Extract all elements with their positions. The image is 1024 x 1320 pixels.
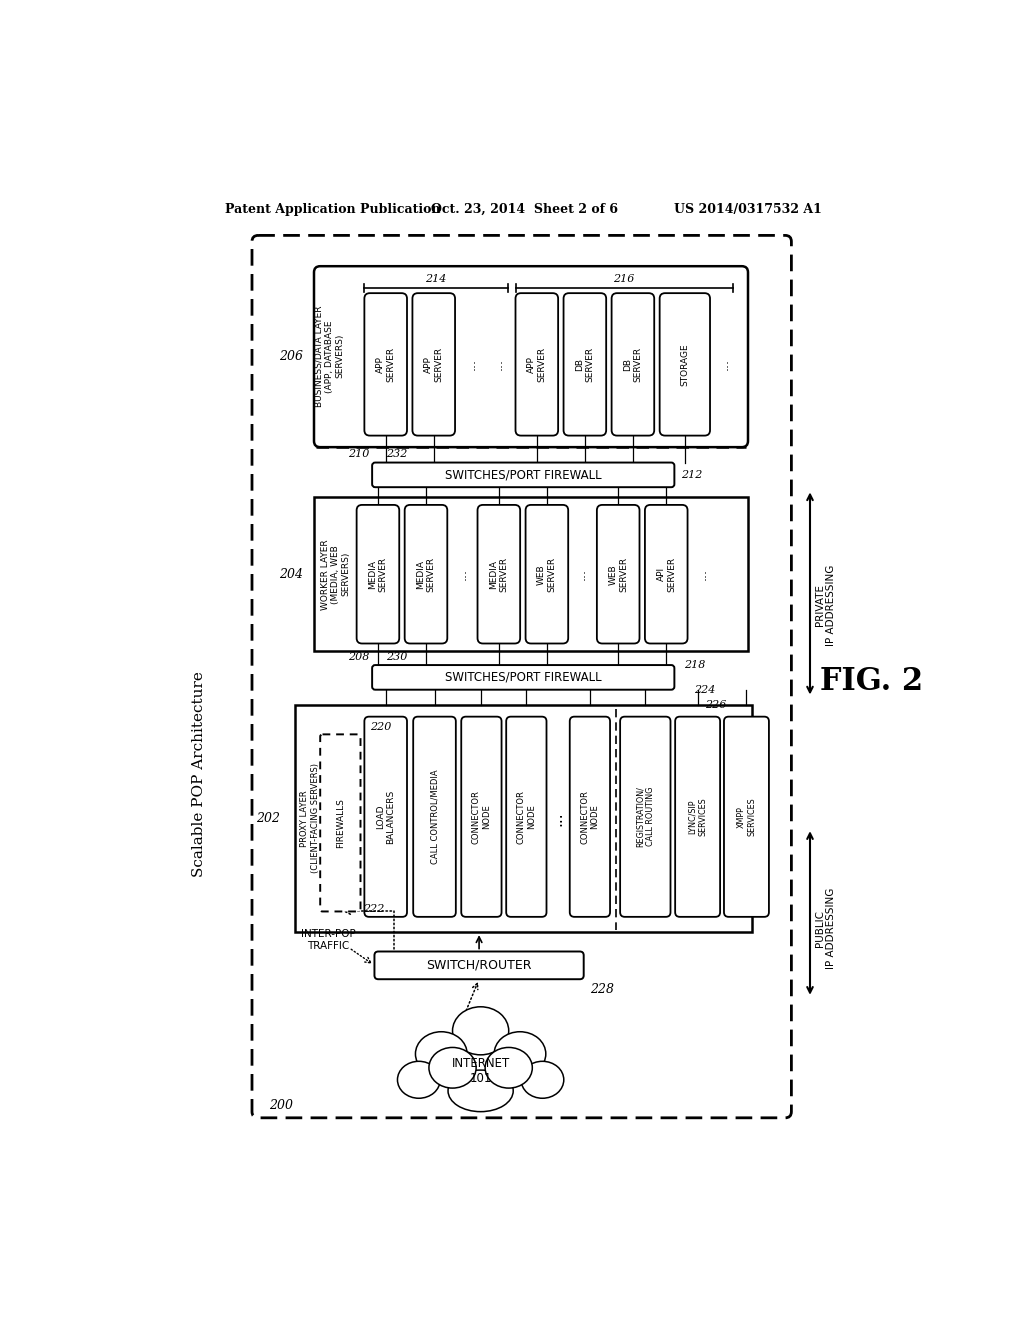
FancyBboxPatch shape	[356, 506, 399, 644]
Text: STORAGE: STORAGE	[680, 343, 689, 385]
Ellipse shape	[449, 1071, 513, 1111]
FancyBboxPatch shape	[515, 293, 558, 436]
Bar	[314, 498, 748, 651]
Text: 202: 202	[256, 812, 280, 825]
FancyBboxPatch shape	[372, 665, 675, 689]
Text: 200: 200	[269, 1100, 293, 1111]
Text: FIG. 2: FIG. 2	[820, 667, 924, 697]
FancyBboxPatch shape	[506, 717, 547, 917]
FancyBboxPatch shape	[375, 952, 584, 979]
Text: 210: 210	[348, 450, 370, 459]
Text: 208: 208	[348, 652, 370, 663]
FancyBboxPatch shape	[724, 717, 769, 917]
Text: INTERNET
101: INTERNET 101	[452, 1057, 510, 1085]
FancyBboxPatch shape	[365, 293, 407, 436]
Ellipse shape	[485, 1048, 532, 1088]
FancyBboxPatch shape	[321, 734, 360, 911]
Ellipse shape	[429, 1048, 476, 1088]
FancyBboxPatch shape	[645, 506, 687, 644]
Text: Scalable POP Architecture: Scalable POP Architecture	[193, 672, 206, 878]
Text: WORKER LAYER
(MEDIA, WEB
SERVERS): WORKER LAYER (MEDIA, WEB SERVERS)	[321, 539, 350, 610]
Text: LOAD
BALANCERS: LOAD BALANCERS	[376, 789, 395, 843]
FancyBboxPatch shape	[525, 506, 568, 644]
FancyBboxPatch shape	[404, 506, 447, 644]
Text: ...: ...	[718, 358, 731, 371]
Ellipse shape	[453, 1007, 509, 1055]
Bar	[295, 705, 752, 932]
Text: PRIVATE
IP ADDRESSING: PRIVATE IP ADDRESSING	[815, 565, 837, 645]
Text: SWITCHES/PORT FIREWALL: SWITCHES/PORT FIREWALL	[445, 671, 601, 684]
FancyBboxPatch shape	[365, 717, 407, 917]
FancyBboxPatch shape	[597, 506, 640, 644]
FancyBboxPatch shape	[461, 717, 502, 917]
Text: WEB
SERVER: WEB SERVER	[538, 557, 557, 591]
Text: API
SERVER: API SERVER	[656, 557, 676, 591]
Text: PUBLIC
IP ADDRESSING: PUBLIC IP ADDRESSING	[815, 888, 837, 969]
Text: ...: ...	[456, 568, 469, 581]
Text: SWITCHES/PORT FIREWALL: SWITCHES/PORT FIREWALL	[445, 469, 601, 482]
Text: PROXY LAYER
(CLIENT-FACING SERVERS): PROXY LAYER (CLIENT-FACING SERVERS)	[300, 763, 319, 874]
Text: US 2014/0317532 A1: US 2014/0317532 A1	[674, 203, 821, 216]
FancyBboxPatch shape	[611, 293, 654, 436]
Text: ...: ...	[695, 568, 709, 581]
Text: DB
SERVER: DB SERVER	[624, 347, 643, 381]
Text: CONNECTOR
NODE: CONNECTOR NODE	[472, 789, 492, 843]
Text: WEB
SERVER: WEB SERVER	[608, 557, 628, 591]
Text: 224: 224	[693, 685, 715, 694]
Text: APP
SERVER: APP SERVER	[376, 347, 395, 381]
FancyBboxPatch shape	[414, 717, 456, 917]
Text: 214: 214	[425, 273, 446, 284]
Text: SWITCH/ROUTER: SWITCH/ROUTER	[426, 958, 531, 972]
FancyBboxPatch shape	[477, 506, 520, 644]
Ellipse shape	[521, 1061, 564, 1098]
Text: 212: 212	[681, 470, 701, 480]
Text: 206: 206	[279, 350, 303, 363]
FancyBboxPatch shape	[314, 267, 748, 447]
Text: 218: 218	[684, 660, 706, 671]
Text: MEDIA
SERVER: MEDIA SERVER	[417, 557, 435, 591]
Text: CALL CONTROL/MEDIA: CALL CONTROL/MEDIA	[430, 770, 439, 865]
Text: 222: 222	[362, 904, 384, 913]
Text: APP
SERVER: APP SERVER	[527, 347, 547, 381]
FancyBboxPatch shape	[621, 717, 671, 917]
Text: DB
SERVER: DB SERVER	[575, 347, 595, 381]
FancyBboxPatch shape	[659, 293, 710, 436]
Ellipse shape	[397, 1061, 440, 1098]
Text: CONNECTOR
NODE: CONNECTOR NODE	[581, 789, 600, 843]
FancyBboxPatch shape	[675, 717, 720, 917]
Text: ...: ...	[492, 358, 505, 371]
Text: XMPP
SERVICES: XMPP SERVICES	[736, 797, 756, 836]
Text: LYNC/SIP
SERVICES: LYNC/SIP SERVICES	[688, 797, 708, 836]
FancyBboxPatch shape	[413, 293, 455, 436]
Text: Oct. 23, 2014  Sheet 2 of 6: Oct. 23, 2014 Sheet 2 of 6	[431, 203, 618, 216]
Text: 226: 226	[706, 700, 727, 710]
FancyBboxPatch shape	[569, 717, 610, 917]
Text: 216: 216	[613, 273, 635, 284]
Text: 230: 230	[386, 652, 408, 663]
Text: 228: 228	[590, 983, 614, 997]
Text: 220: 220	[370, 722, 391, 733]
Text: CONNECTOR
NODE: CONNECTOR NODE	[517, 789, 536, 843]
Ellipse shape	[495, 1032, 546, 1076]
Text: ...: ...	[465, 358, 478, 371]
FancyBboxPatch shape	[372, 462, 675, 487]
FancyBboxPatch shape	[563, 293, 606, 436]
Text: MEDIA
SERVER: MEDIA SERVER	[489, 557, 509, 591]
Text: 204: 204	[279, 568, 303, 581]
Text: Patent Application Publication: Patent Application Publication	[225, 203, 440, 216]
Text: MEDIA
SERVER: MEDIA SERVER	[369, 557, 388, 591]
Text: 232: 232	[386, 450, 408, 459]
Text: APP
SERVER: APP SERVER	[424, 347, 443, 381]
Text: ...: ...	[549, 810, 564, 825]
Text: INTER-POP
TRAFFIC: INTER-POP TRAFFIC	[301, 929, 355, 950]
Text: BUSINESS/DATA LAYER
(APP, DATABASE
SERVERS): BUSINESS/DATA LAYER (APP, DATABASE SERVE…	[314, 305, 344, 407]
FancyBboxPatch shape	[252, 235, 792, 1118]
Ellipse shape	[416, 1032, 467, 1076]
Text: REGISTRATION/
CALL ROUTING: REGISTRATION/ CALL ROUTING	[636, 787, 655, 847]
Text: ...: ...	[574, 568, 588, 581]
Text: FIREWALLS: FIREWALLS	[336, 799, 345, 847]
